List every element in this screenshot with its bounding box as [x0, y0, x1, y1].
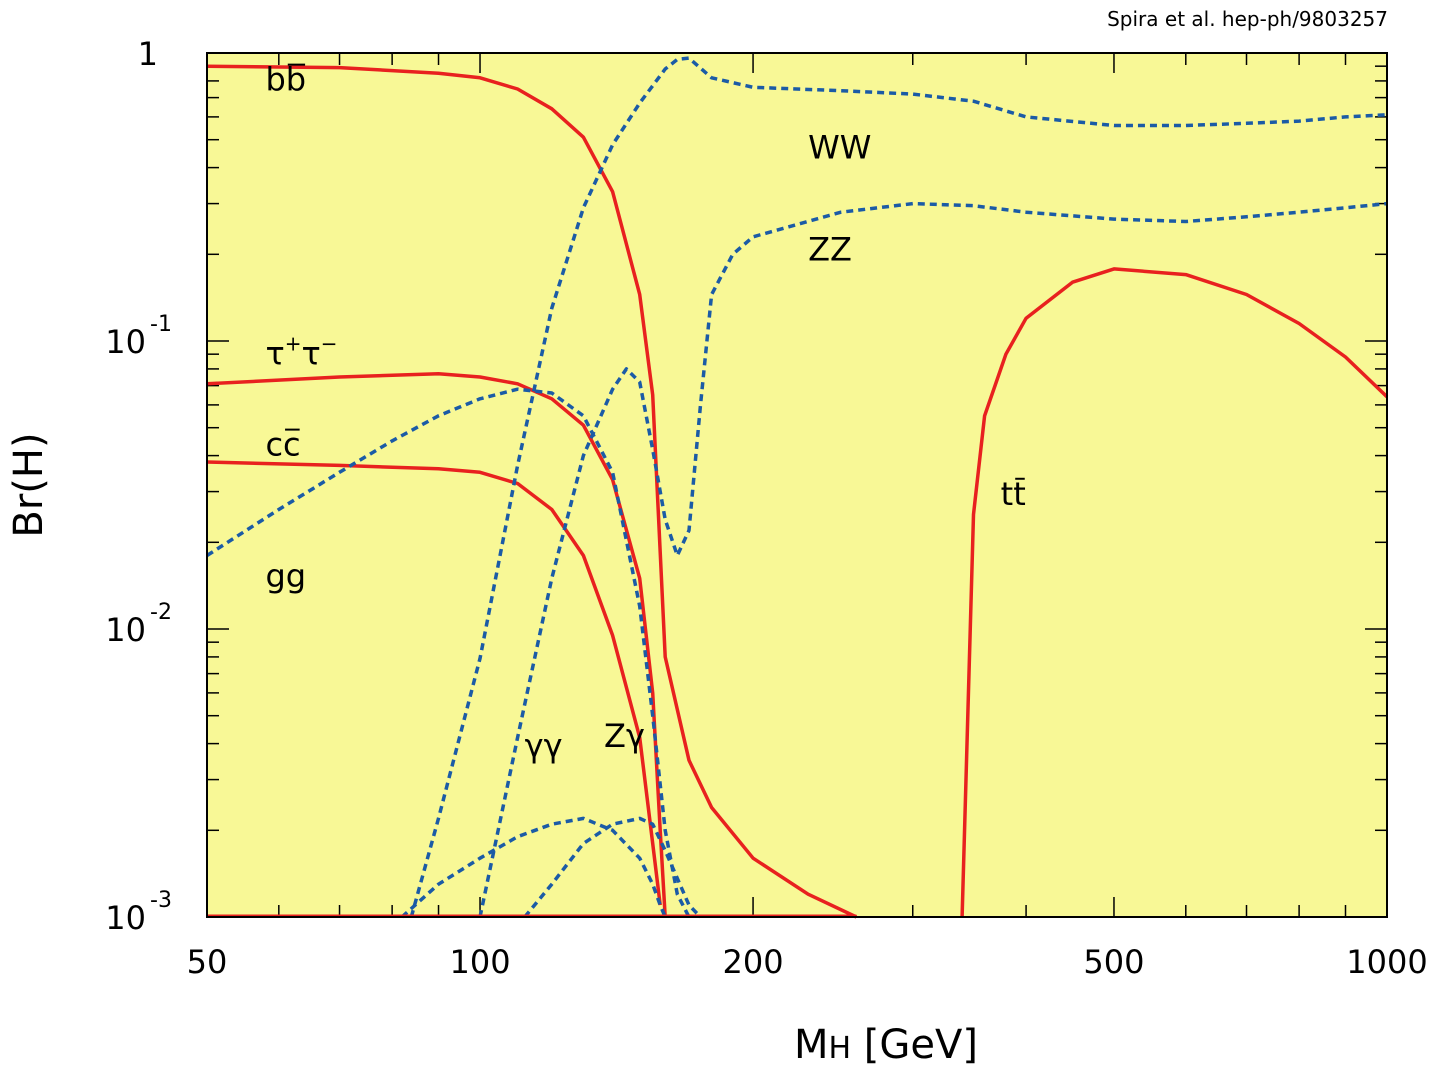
y-axis-title: Br(H)	[6, 432, 52, 537]
y-tick-label: 10	[105, 899, 146, 937]
curve-label-tt-bar: tt	[1001, 475, 1026, 513]
series-line-WW	[409, 56, 1388, 918]
curve-label-ZZ: ZZ	[808, 231, 852, 269]
plot-area	[207, 53, 1387, 917]
y-tick-label: 1	[138, 35, 158, 73]
plot-frame	[206, 52, 1388, 918]
series-line-cc-bar	[206, 460, 662, 906]
y-tick-exponent: -2	[150, 600, 172, 625]
series-line-gg	[206, 387, 691, 918]
curve-label-gamma-gamma: γγ	[525, 727, 563, 765]
curve-label-Z-gamma: Zγ	[604, 717, 645, 755]
y-tick-exponent: -1	[150, 312, 172, 337]
x-tick-label: 1000	[1346, 943, 1427, 981]
curve-label-WW: WW	[808, 129, 871, 167]
series-layer	[206, 56, 1389, 919]
series-line-Z-gamma	[523, 816, 702, 919]
x-tick-labels: 50 100 200 500 1000	[187, 943, 1428, 981]
series-line-gamma-gamma	[400, 816, 667, 919]
credit-text: Spira et al. hep-ph/9803257	[1107, 7, 1388, 31]
y-tick-label: 10	[105, 323, 146, 361]
curve-label-cc-bar: cc	[265, 426, 300, 464]
x-tick-label: 100	[449, 943, 510, 981]
curve-label-tau-tau: τ+τ−	[265, 331, 337, 372]
series-line-tt-bar	[960, 267, 1389, 918]
curve-label-bb-bar: bb	[265, 61, 306, 99]
series-line-ZZ	[478, 201, 1388, 918]
curve-labels: bb τ+τ− cc tt WW ZZ gg γγ Zγ	[265, 61, 1025, 765]
y-tick-exponent: -3	[150, 888, 172, 913]
x-tick-label: 500	[1083, 943, 1144, 981]
x-tick-label: 50	[187, 943, 228, 981]
y-tick-labels: 110-110-210-3	[105, 35, 172, 937]
x-tick-label: 200	[723, 943, 784, 981]
series-line-bb-bar	[206, 64, 858, 919]
curve-label-gg: gg	[265, 557, 306, 595]
y-tick-label: 10	[105, 611, 146, 649]
axis-ticks	[206, 53, 1387, 918]
x-axis-title: MH [GeV]	[794, 1022, 978, 1068]
